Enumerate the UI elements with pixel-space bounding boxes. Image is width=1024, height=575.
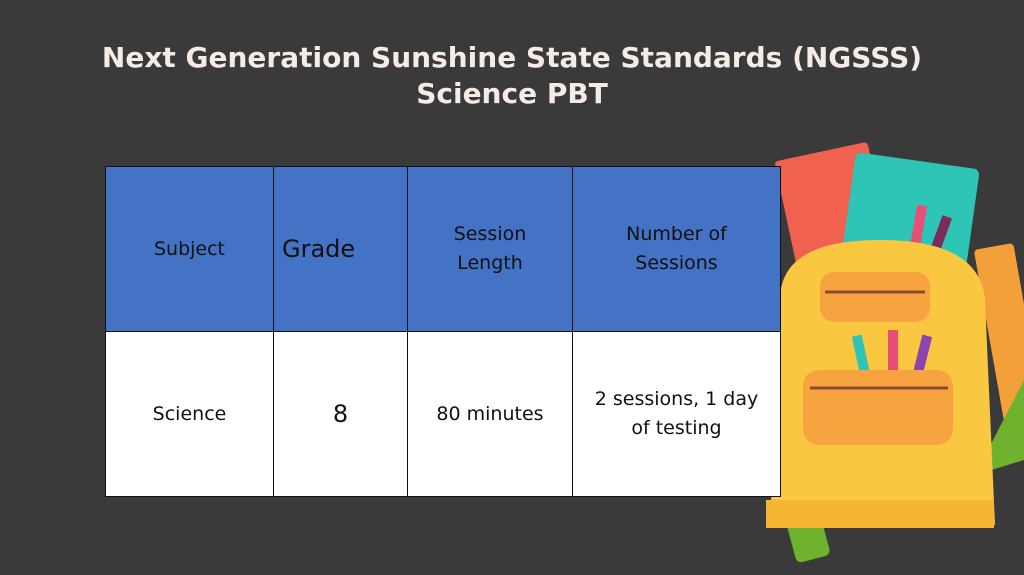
header-row: Subject Grade Session Length Number of S… [105, 166, 781, 332]
slide-title: Next Generation Sunshine State Standards… [0, 40, 1024, 112]
header-cell: Session Length [407, 166, 573, 332]
cell: 2 sessions, 1 day of testing [572, 331, 781, 497]
cell: 80 minutes [407, 331, 573, 497]
data-row: Science 8 80 minutes 2 sessions, 1 day o… [105, 331, 781, 497]
cell: Science [105, 331, 274, 497]
header-cell: Grade [273, 166, 408, 332]
title-line: Science PBT [416, 77, 608, 110]
header-cell: Number of Sessions [572, 166, 781, 332]
header-cell: Subject [105, 166, 274, 332]
standards-table: Subject Grade Session Length Number of S… [105, 166, 781, 497]
title-line: Next Generation Sunshine State Standards… [101, 41, 923, 74]
cell: 8 [273, 331, 408, 497]
backpack-illustration [766, 142, 1024, 563]
